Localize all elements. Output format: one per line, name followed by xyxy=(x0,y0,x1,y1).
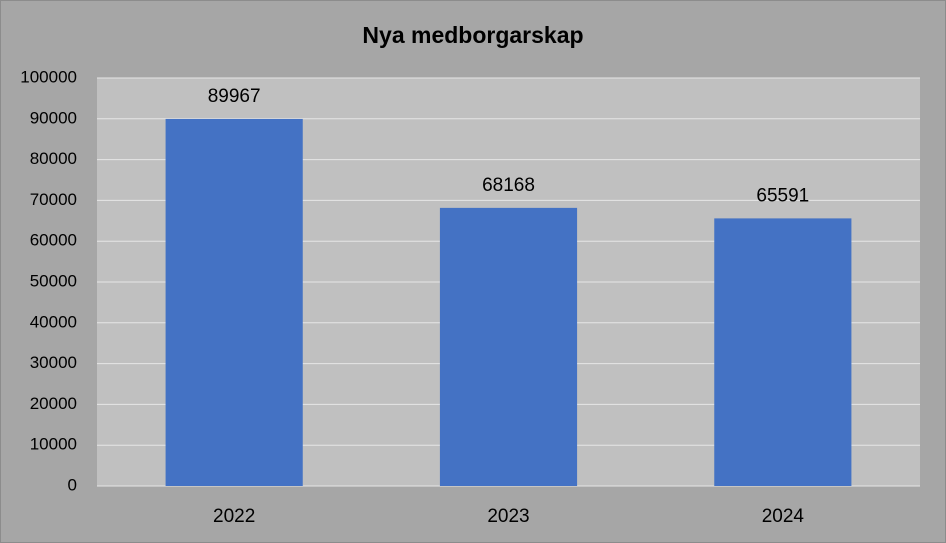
x-tick-label: 2024 xyxy=(762,506,805,527)
chart-title: Nya medborgarskap xyxy=(362,22,583,48)
y-tick-label: 50000 xyxy=(30,271,77,290)
bar xyxy=(439,207,578,486)
data-label: 68168 xyxy=(482,175,535,196)
y-tick-label: 100000 xyxy=(20,67,77,86)
y-tick-label: 80000 xyxy=(30,149,77,168)
x-tick-label: 2022 xyxy=(213,506,255,527)
y-tick-label: 30000 xyxy=(30,353,77,372)
bar xyxy=(165,118,303,487)
y-tick-label: 20000 xyxy=(30,394,77,413)
bar xyxy=(714,218,852,486)
y-tick-label: 60000 xyxy=(30,231,77,250)
y-tick-label: 70000 xyxy=(30,190,77,209)
data-label: 65591 xyxy=(756,185,809,206)
x-tick-label: 2023 xyxy=(487,506,529,527)
y-tick-label: 0 xyxy=(68,475,77,494)
y-tick-label: 10000 xyxy=(30,435,77,454)
y-tick-label: 40000 xyxy=(30,312,77,331)
y-tick-label: 90000 xyxy=(30,108,77,127)
data-label: 89967 xyxy=(208,86,261,107)
